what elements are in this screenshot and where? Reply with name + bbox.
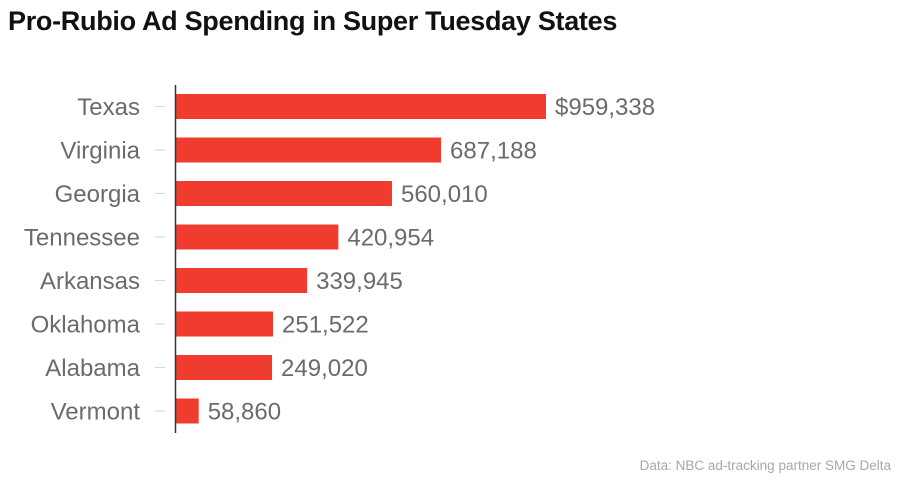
category-label: Georgia [55,181,141,208]
value-label: 249,020 [281,355,368,382]
bar [176,398,199,424]
category-label: Oklahoma [31,312,141,339]
value-label: 339,945 [316,268,403,295]
category-label: Vermont [51,399,141,426]
category-label: Arkansas [40,268,140,295]
chart-title: Pro-Rubio Ad Spending in Super Tuesday S… [8,6,618,36]
y-axis-ticks [155,105,165,412]
value-label: 560,010 [401,181,488,208]
bar [176,224,339,250]
value-label: 420,954 [347,225,434,252]
value-label: 687,188 [450,138,537,165]
category-label: Texas [77,94,140,121]
value-labels: $959,338 687,188 560,010 420,954 339,945 251,… [208,94,655,426]
category-label: Virginia [60,138,140,165]
bar [176,355,273,380]
bar [176,311,274,337]
value-label: 251,522 [282,312,369,339]
source-note: Data: NBC ad-tracking partner SMG Delta [639,458,891,473]
bar [176,137,442,163]
value-label: 58,860 [208,399,281,426]
category-labels: Texas Virginia Georgia Tennessee Arkansas Okl… [24,94,141,426]
value-label: $959,338 [555,94,655,121]
bars [176,94,546,424]
bar [176,94,546,119]
category-label: Tennessee [24,225,140,252]
bar [176,181,392,206]
bar [176,268,308,293]
category-label: Alabama [45,355,140,382]
